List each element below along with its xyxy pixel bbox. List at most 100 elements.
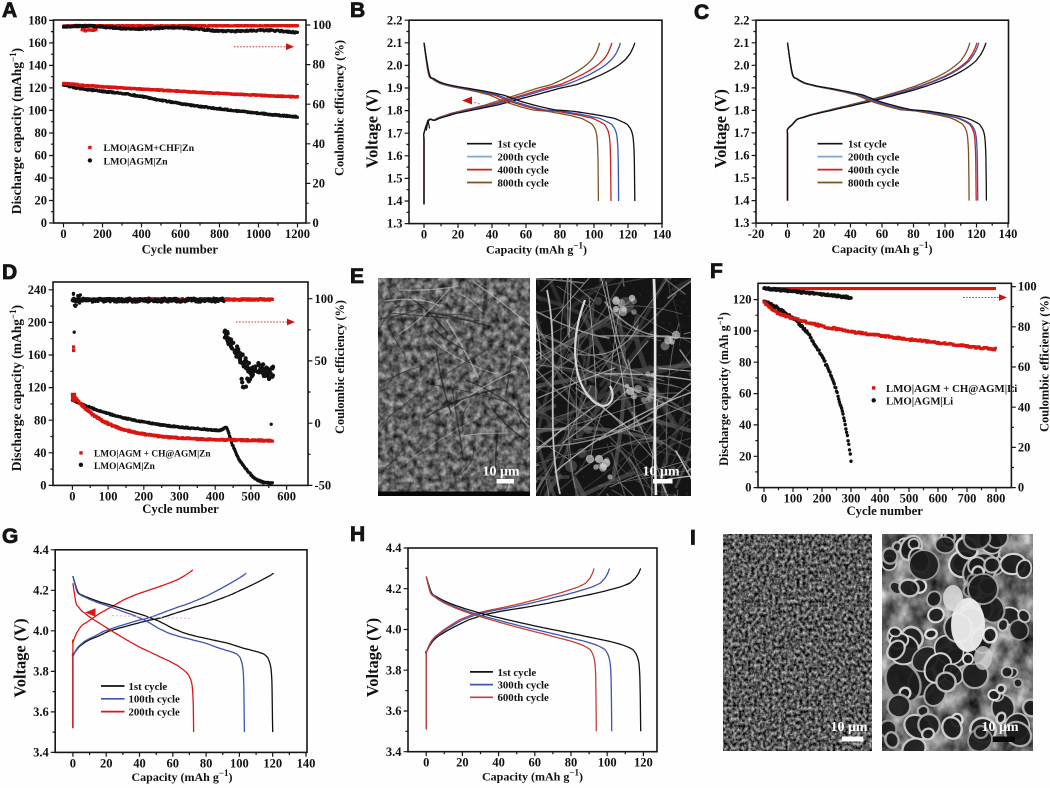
svg-text:80: 80 [35, 126, 48, 140]
svg-text:40: 40 [739, 418, 752, 432]
svg-text:LMO|AGM|Zn: LMO|AGM|Zn [104, 156, 169, 167]
svg-text:100: 100 [598, 756, 617, 770]
svg-text:F: F [710, 260, 723, 283]
svg-text:100: 100 [784, 492, 803, 506]
svg-text:120: 120 [28, 381, 47, 395]
svg-text:0: 0 [745, 481, 751, 495]
svg-text:4.2: 4.2 [386, 582, 402, 596]
svg-text:1200: 1200 [285, 227, 310, 241]
svg-text:300: 300 [842, 492, 861, 506]
svg-text:4.2: 4.2 [33, 583, 49, 597]
svg-text:LMO|AGM+CHF|Zn: LMO|AGM+CHF|Zn [104, 143, 195, 154]
svg-text:20: 20 [1018, 441, 1031, 455]
svg-text:2.0: 2.0 [387, 59, 403, 73]
svg-text:2.2: 2.2 [734, 13, 750, 27]
svg-text:Discharge capacity (mAh g−1): Discharge capacity (mAh g−1) [715, 312, 731, 466]
svg-text:600: 600 [929, 492, 948, 506]
svg-text:Voltage (V): Voltage (V) [711, 89, 730, 168]
svg-text:180: 180 [28, 14, 47, 28]
svg-text:100: 100 [230, 756, 249, 770]
svg-text:120: 120 [634, 756, 653, 770]
svg-text:2.2: 2.2 [387, 13, 403, 27]
svg-text:Coulombic efficiency (%): Coulombic efficiency (%) [333, 40, 347, 176]
svg-text:Capacity (mAh g−1): Capacity (mAh g−1) [486, 241, 587, 257]
svg-text:400: 400 [132, 227, 151, 241]
svg-text:20: 20 [456, 756, 469, 770]
svg-text:80: 80 [1018, 320, 1031, 334]
svg-text:1.5: 1.5 [387, 172, 403, 186]
svg-text:0: 0 [1018, 481, 1024, 495]
svg-text:100th cycle: 100th cycle [129, 694, 180, 706]
svg-text:20: 20 [452, 228, 465, 242]
svg-text:140: 140 [653, 228, 672, 242]
svg-text:60: 60 [1018, 360, 1031, 374]
svg-text:D: D [2, 261, 17, 284]
svg-text:240: 240 [28, 283, 47, 297]
svg-text:LMO|AGM|Li: LMO|AGM|Li [886, 396, 953, 408]
svg-text:LMO|AGM + CH@AGM|Zn: LMO|AGM + CH@AGM|Zn [94, 450, 211, 460]
svg-text:400th cycle: 400th cycle [848, 165, 899, 177]
svg-text:200: 200 [28, 316, 47, 330]
svg-text:H: H [350, 523, 365, 546]
svg-text:60: 60 [529, 756, 542, 770]
svg-text:Capacity (mAh g−1): Capacity (mAh g−1) [132, 768, 233, 784]
svg-text:1st cycle: 1st cycle [848, 139, 887, 151]
svg-text:1.6: 1.6 [734, 149, 750, 163]
svg-text:100: 100 [936, 227, 955, 241]
svg-text:40: 40 [492, 756, 505, 770]
svg-text:10 μm: 10 μm [482, 465, 519, 480]
svg-text:60: 60 [739, 387, 752, 401]
svg-text:3.4: 3.4 [33, 746, 49, 760]
svg-text:80: 80 [554, 228, 567, 242]
svg-text:Coulombic efficiency (%): Coulombic efficiency (%) [333, 300, 347, 434]
svg-text:1.3: 1.3 [387, 217, 403, 231]
svg-text:80: 80 [200, 756, 213, 770]
svg-text:600th cycle: 600th cycle [498, 692, 549, 704]
svg-text:400: 400 [206, 489, 225, 503]
svg-text:20: 20 [813, 227, 826, 241]
svg-text:60: 60 [167, 756, 180, 770]
svg-text:40: 40 [133, 756, 146, 770]
svg-text:C: C [694, 1, 709, 24]
svg-text:Cycle number: Cycle number [846, 504, 923, 518]
svg-text:0: 0 [41, 216, 47, 230]
svg-text:10 μm: 10 μm [830, 720, 867, 735]
svg-text:0: 0 [315, 416, 321, 430]
svg-text:300th cycle: 300th cycle [498, 680, 549, 692]
svg-text:700: 700 [958, 492, 977, 506]
svg-text:800: 800 [210, 227, 229, 241]
svg-text:120: 120 [733, 293, 752, 307]
svg-text:1.4: 1.4 [734, 194, 750, 208]
svg-text:1.7: 1.7 [387, 126, 403, 140]
svg-text:60: 60 [35, 149, 48, 163]
svg-text:40: 40 [313, 137, 326, 151]
svg-text:200: 200 [134, 489, 153, 503]
svg-text:300: 300 [170, 489, 189, 503]
svg-text:100: 100 [99, 489, 118, 503]
svg-text:0: 0 [423, 756, 429, 770]
svg-text:0: 0 [40, 479, 46, 493]
svg-text:2.0: 2.0 [734, 58, 750, 72]
svg-text:200th cycle: 200th cycle [498, 152, 549, 164]
svg-text:140: 140 [999, 227, 1018, 241]
svg-text:LMO|AGM + CH@AGM|Li: LMO|AGM + CH@AGM|Li [886, 383, 1017, 395]
svg-text:0: 0 [60, 227, 66, 241]
svg-text:800: 800 [987, 492, 1006, 506]
svg-text:0: 0 [421, 228, 427, 242]
svg-text:1st cycle: 1st cycle [498, 667, 537, 679]
svg-text:0: 0 [69, 489, 75, 503]
svg-text:20: 20 [739, 449, 752, 463]
svg-text:0: 0 [761, 492, 767, 506]
svg-text:120: 120 [967, 227, 986, 241]
svg-text:200: 200 [93, 227, 112, 241]
svg-text:80: 80 [313, 58, 326, 72]
svg-text:0: 0 [313, 216, 319, 230]
svg-text:60: 60 [876, 227, 889, 241]
svg-text:3.8: 3.8 [386, 663, 402, 677]
svg-text:120: 120 [263, 756, 282, 770]
svg-text:Cycle number: Cycle number [142, 243, 219, 257]
svg-text:1st cycle: 1st cycle [129, 681, 168, 693]
svg-text:4.4: 4.4 [33, 543, 49, 557]
svg-text:Voltage (V): Voltage (V) [363, 89, 382, 168]
svg-text:200th cycle: 200th cycle [848, 152, 899, 164]
